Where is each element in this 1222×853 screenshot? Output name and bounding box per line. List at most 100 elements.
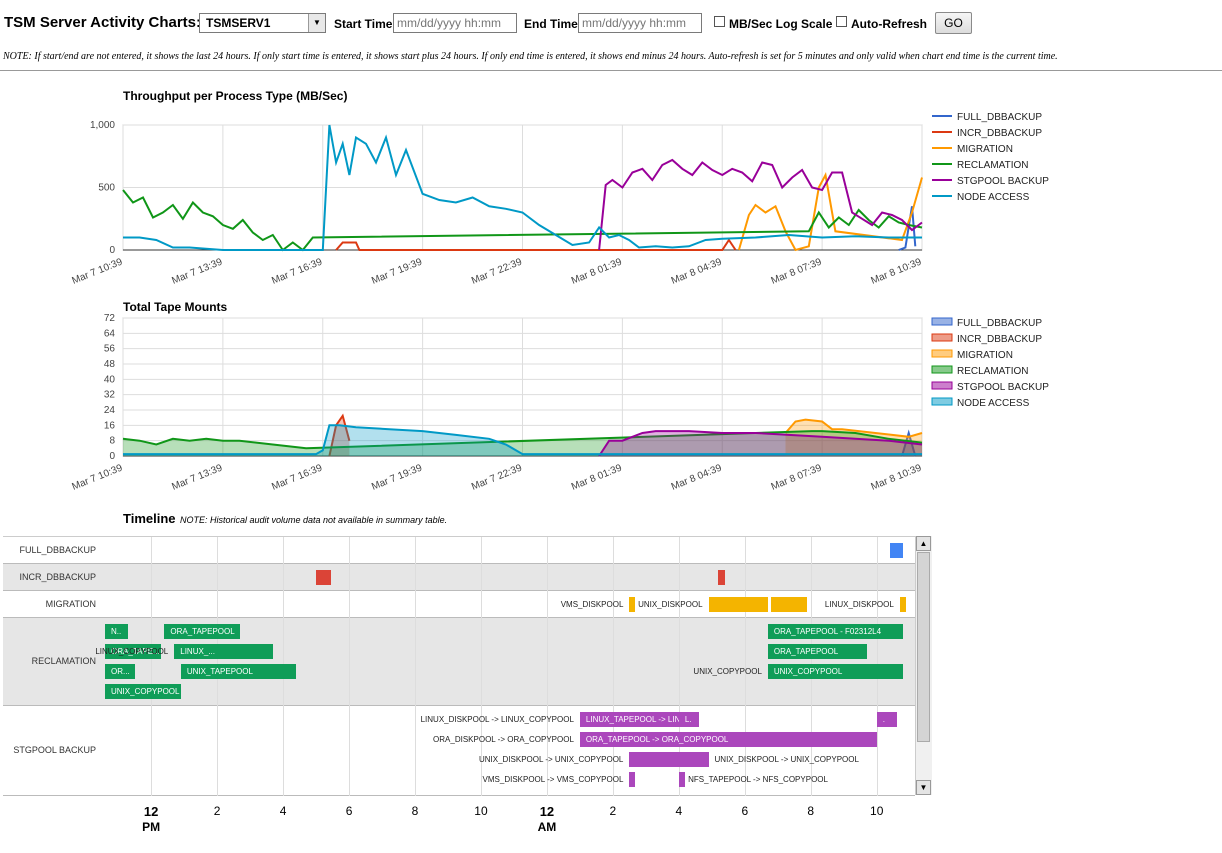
x-tick-label: Mar 7 16:39 <box>270 462 324 492</box>
x-tick-label: Mar 7 22:39 <box>470 462 524 492</box>
y-tick-label: 500 <box>98 183 115 194</box>
legend-entry: NODE ACCESS <box>957 192 1030 203</box>
timeline-bar-label: LINUX_DISKPOOL -> LINUX_COPYPOOL <box>420 715 574 724</box>
series-line-migration <box>737 171 923 252</box>
timeline-bar[interactable]: ORA_TAPEPOOL -> ORA_COPYPOOL <box>579 732 877 747</box>
timeline-bar-label: VMS_DISKPOOL <box>560 600 624 609</box>
log-scale-checkbox[interactable] <box>714 16 725 27</box>
legend-swatch <box>931 365 953 374</box>
series-line-stgpool-backup <box>598 430 923 457</box>
legend-entry: RECLAMATION <box>957 366 1029 377</box>
legend-entry: MIGRATION <box>957 350 1013 361</box>
series-area-full-dbbackup <box>902 433 916 456</box>
timeline-bar[interactable] <box>718 570 725 585</box>
legend-swatch <box>931 317 953 326</box>
x-tick-label: Mar 7 10:39 <box>71 256 125 286</box>
legend-entry: STGPOOL BACKUP <box>957 176 1049 187</box>
legend-entry: NODE ACCESS <box>957 398 1030 409</box>
legend-entry: FULL_DBBACKUP <box>957 318 1042 329</box>
timeline-note: NOTE: Historical audit volume data not a… <box>179 515 448 525</box>
scroll-up-icon[interactable]: ▲ <box>916 536 931 551</box>
y-tick-label: 16 <box>104 420 116 431</box>
timeline-bar[interactable]: LINUX_... <box>174 644 274 659</box>
timeline-row-migration: MIGRATION VMS_DISKPOOL UNIX_DISKPOOL LINUX_… <box>3 591 915 618</box>
y-tick-label: 56 <box>104 344 116 355</box>
timeline-axis-label: 10 <box>870 804 884 818</box>
y-tick-label: 0 <box>109 451 115 462</box>
timeline-row-label: INCR_DBBACKUP <box>19 571 96 582</box>
timeline-bar[interactable] <box>678 772 685 787</box>
timeline-bar[interactable] <box>889 543 904 558</box>
y-tick-label: 40 <box>104 374 116 385</box>
timeline-bar[interactable]: UNIX_COPYPOOL <box>767 664 904 679</box>
server-select-value: TSMSERV1 <box>206 16 271 30</box>
legend-entry: INCR_DBBACKUP <box>957 128 1042 139</box>
timeline-bar[interactable] <box>708 597 768 612</box>
scroll-thumb[interactable] <box>917 552 930 742</box>
chevron-down-icon[interactable]: ▼ <box>308 14 325 32</box>
timeline-row-full-dbbackup: FULL_DBBACKUP <box>3 537 915 564</box>
timeline-bar[interactable]: LINUX_TAPEPOOL -> LINUX_... <box>579 712 679 727</box>
x-tick-label: Mar 8 04:39 <box>670 462 724 492</box>
server-select[interactable]: TSMSERV1 ▼ <box>199 13 326 33</box>
throughput-chart: 0 500 1,000 Mar 7 10:39 Mar 7 13:39 Mar 7 16:… <box>71 112 1050 287</box>
x-tick-label: Mar 8 10:39 <box>870 462 924 492</box>
series-line-reclamation <box>122 189 923 252</box>
timeline-bar[interactable]: ORA_TAPE... <box>105 644 162 659</box>
scroll-down-icon[interactable]: ▼ <box>916 780 931 795</box>
start-time-input[interactable] <box>393 13 517 33</box>
x-tick-label: Mar 8 07:39 <box>770 462 824 492</box>
timeline-bar[interactable] <box>629 772 636 787</box>
timeline-row-stgpool-backup: STGPOOL BACKUP LINUX_TAPEPOOL -> LINUX_..… <box>3 706 915 796</box>
timeline-bar[interactable] <box>316 570 331 585</box>
timeline-bar[interactable]: ORA_TAPEPOOL <box>164 624 241 639</box>
timeline-gridline <box>612 537 614 796</box>
y-tick-label: 32 <box>104 390 116 401</box>
timeline-axis-label: 10 <box>474 804 488 818</box>
x-tick-label: Mar 8 07:39 <box>770 256 824 286</box>
timeline-axis-label: 6 <box>741 804 749 818</box>
x-tick-label: Mar 7 16:39 <box>270 256 324 286</box>
timeline-header: Timeline NOTE: Historical audit volume d… <box>123 510 447 528</box>
timeline-bar[interactable] <box>771 597 808 612</box>
x-tick-label: Mar 8 01:39 <box>570 462 624 492</box>
legend-entry: MIGRATION <box>957 144 1013 155</box>
timeline-axis-sublabel: AM <box>537 820 557 834</box>
timeline-bar[interactable]: ORA_TAPEPOOL - F02312L4 <box>767 624 904 639</box>
end-time-input[interactable] <box>578 13 702 33</box>
timeline-bar[interactable]: OR... <box>105 664 135 679</box>
auto-refresh-checkbox[interactable] <box>836 16 847 27</box>
timeline-axis-label: 12 <box>539 804 555 819</box>
timeline-bar-label: LINUX_DISKPOOL <box>824 600 894 609</box>
timeline-axis: 12 PM 2 4 6 8 10 12 AM 2 4 6 8 10 <box>0 800 930 840</box>
timeline-title: Timeline <box>123 511 176 526</box>
series-line-migration <box>784 418 923 438</box>
timeline-axis-sublabel: PM <box>142 820 161 834</box>
timeline-gridline <box>480 537 482 796</box>
timeline-scrollbar[interactable]: ▲ ▼ <box>915 536 932 795</box>
timeline-bar[interactable] <box>899 597 907 612</box>
timeline-gridline <box>546 537 548 796</box>
timeline-bar[interactable]: N.. <box>105 624 129 639</box>
timeline-bar[interactable]: UNIX_TAPEPOOL <box>180 664 297 679</box>
chart-plot-area: 0 500 1,000 Mar 7 10:39 Mar 7 13:39 Mar 7 16:… <box>71 120 924 287</box>
timeline-bar[interactable] <box>629 752 709 767</box>
timeline-bar[interactable]: UNIX_COPYPOOL <box>105 684 181 699</box>
timeline-axis-label: 12 <box>143 804 159 819</box>
timeline-row-label: STGPOOL BACKUP <box>13 745 96 755</box>
timeline-bar-label: UNIX_COPYPOOL <box>693 667 762 676</box>
timeline-bar-label: NFS_TAPEPOOL -> NFS_COPYPOOL <box>688 775 828 784</box>
y-tick-label: 48 <box>104 359 116 370</box>
header-divider <box>0 70 1222 71</box>
timeline-bar[interactable]: L. <box>678 712 699 727</box>
timeline-bar-label: VMS_DISKPOOL -> VMS_COPYPOOL <box>482 775 624 784</box>
tape-mounts-chart: 0 8 16 24 32 40 48 56 64 72 Mar 7 10:39 Mar 7 13:39… <box>71 313 1050 493</box>
legend-entry: FULL_DBBACKUP <box>957 112 1042 123</box>
tape-mounts-chart-title: Total Tape Mounts <box>123 300 228 314</box>
timeline-bar[interactable]: . <box>876 712 897 727</box>
x-tick-label: Mar 7 19:39 <box>370 462 424 492</box>
timeline-bar[interactable]: ORA_TAPEPOOL <box>767 644 867 659</box>
series-line-node-access <box>123 124 922 251</box>
go-button[interactable]: GO <box>935 12 972 34</box>
timeline-bar[interactable] <box>629 597 636 612</box>
